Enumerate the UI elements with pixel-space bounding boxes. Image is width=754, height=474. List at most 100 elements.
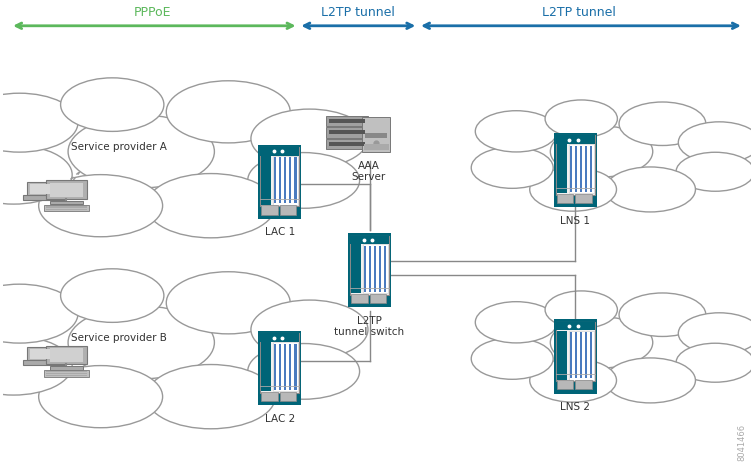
FancyBboxPatch shape (385, 246, 386, 292)
FancyBboxPatch shape (556, 322, 595, 381)
FancyBboxPatch shape (329, 119, 366, 123)
FancyBboxPatch shape (585, 332, 587, 378)
Ellipse shape (530, 168, 617, 211)
FancyBboxPatch shape (374, 246, 376, 292)
FancyBboxPatch shape (379, 246, 382, 292)
Ellipse shape (167, 81, 290, 143)
Ellipse shape (251, 300, 368, 359)
FancyBboxPatch shape (260, 147, 299, 206)
Ellipse shape (146, 365, 275, 429)
FancyBboxPatch shape (260, 333, 299, 342)
FancyBboxPatch shape (279, 344, 281, 390)
FancyBboxPatch shape (258, 399, 302, 405)
FancyBboxPatch shape (46, 206, 87, 207)
Text: AAA
Server: AAA Server (351, 161, 386, 182)
FancyBboxPatch shape (46, 346, 87, 365)
Ellipse shape (38, 365, 163, 428)
Ellipse shape (60, 78, 164, 131)
FancyBboxPatch shape (585, 146, 587, 192)
Ellipse shape (605, 167, 695, 212)
FancyBboxPatch shape (556, 136, 595, 144)
FancyBboxPatch shape (580, 146, 582, 192)
Ellipse shape (545, 100, 618, 137)
FancyBboxPatch shape (274, 344, 276, 390)
FancyBboxPatch shape (326, 128, 368, 137)
FancyBboxPatch shape (273, 156, 299, 205)
Ellipse shape (0, 336, 72, 395)
FancyBboxPatch shape (329, 142, 366, 146)
FancyBboxPatch shape (280, 205, 296, 215)
FancyBboxPatch shape (23, 195, 65, 200)
Ellipse shape (545, 291, 618, 328)
Ellipse shape (475, 111, 557, 152)
FancyBboxPatch shape (261, 156, 271, 205)
Ellipse shape (475, 301, 557, 343)
Ellipse shape (60, 269, 164, 322)
FancyBboxPatch shape (44, 371, 89, 376)
FancyBboxPatch shape (46, 181, 87, 199)
FancyBboxPatch shape (575, 380, 592, 389)
FancyBboxPatch shape (570, 146, 572, 192)
Ellipse shape (605, 358, 695, 403)
Text: L2TP tunnel: L2TP tunnel (321, 6, 395, 19)
FancyBboxPatch shape (348, 301, 391, 307)
Ellipse shape (167, 272, 290, 334)
Text: LAC 1: LAC 1 (265, 227, 295, 237)
FancyBboxPatch shape (575, 332, 577, 378)
FancyBboxPatch shape (348, 233, 391, 307)
Text: LNS 2: LNS 2 (560, 402, 590, 412)
Text: L2TP tunnel: L2TP tunnel (542, 6, 616, 19)
Ellipse shape (676, 152, 754, 191)
FancyBboxPatch shape (260, 147, 299, 155)
FancyBboxPatch shape (261, 205, 277, 215)
FancyBboxPatch shape (329, 130, 366, 135)
FancyBboxPatch shape (350, 236, 389, 295)
FancyBboxPatch shape (258, 145, 302, 219)
FancyBboxPatch shape (23, 360, 65, 365)
FancyBboxPatch shape (46, 371, 87, 372)
FancyBboxPatch shape (44, 205, 89, 211)
Ellipse shape (471, 338, 553, 379)
Ellipse shape (0, 284, 78, 343)
FancyBboxPatch shape (363, 245, 388, 293)
FancyBboxPatch shape (326, 139, 368, 149)
FancyBboxPatch shape (284, 157, 287, 203)
FancyBboxPatch shape (258, 213, 302, 219)
FancyBboxPatch shape (569, 331, 594, 380)
FancyBboxPatch shape (46, 208, 87, 209)
FancyBboxPatch shape (553, 319, 597, 393)
FancyBboxPatch shape (369, 246, 371, 292)
Ellipse shape (68, 115, 214, 188)
FancyBboxPatch shape (570, 332, 572, 378)
FancyBboxPatch shape (290, 157, 292, 203)
FancyBboxPatch shape (365, 133, 388, 137)
FancyBboxPatch shape (553, 133, 597, 207)
Ellipse shape (679, 313, 754, 354)
Text: 8041466: 8041466 (737, 424, 746, 461)
FancyBboxPatch shape (274, 157, 276, 203)
FancyBboxPatch shape (30, 349, 58, 359)
Text: Service provider A: Service provider A (71, 142, 167, 152)
FancyBboxPatch shape (261, 392, 277, 401)
Ellipse shape (0, 145, 72, 204)
FancyBboxPatch shape (362, 117, 391, 152)
FancyBboxPatch shape (284, 344, 287, 390)
Text: LAC 2: LAC 2 (265, 413, 295, 424)
Ellipse shape (251, 109, 368, 168)
FancyBboxPatch shape (46, 373, 87, 374)
Ellipse shape (550, 317, 653, 368)
FancyBboxPatch shape (50, 201, 83, 204)
FancyBboxPatch shape (575, 146, 577, 192)
FancyBboxPatch shape (50, 348, 83, 362)
FancyBboxPatch shape (295, 344, 296, 390)
Ellipse shape (248, 153, 360, 208)
FancyBboxPatch shape (295, 157, 296, 203)
Ellipse shape (146, 173, 275, 238)
Ellipse shape (550, 126, 653, 177)
FancyBboxPatch shape (553, 387, 597, 393)
FancyBboxPatch shape (580, 332, 582, 378)
FancyBboxPatch shape (50, 366, 83, 370)
FancyBboxPatch shape (351, 294, 367, 303)
FancyBboxPatch shape (590, 146, 592, 192)
FancyBboxPatch shape (556, 194, 573, 203)
